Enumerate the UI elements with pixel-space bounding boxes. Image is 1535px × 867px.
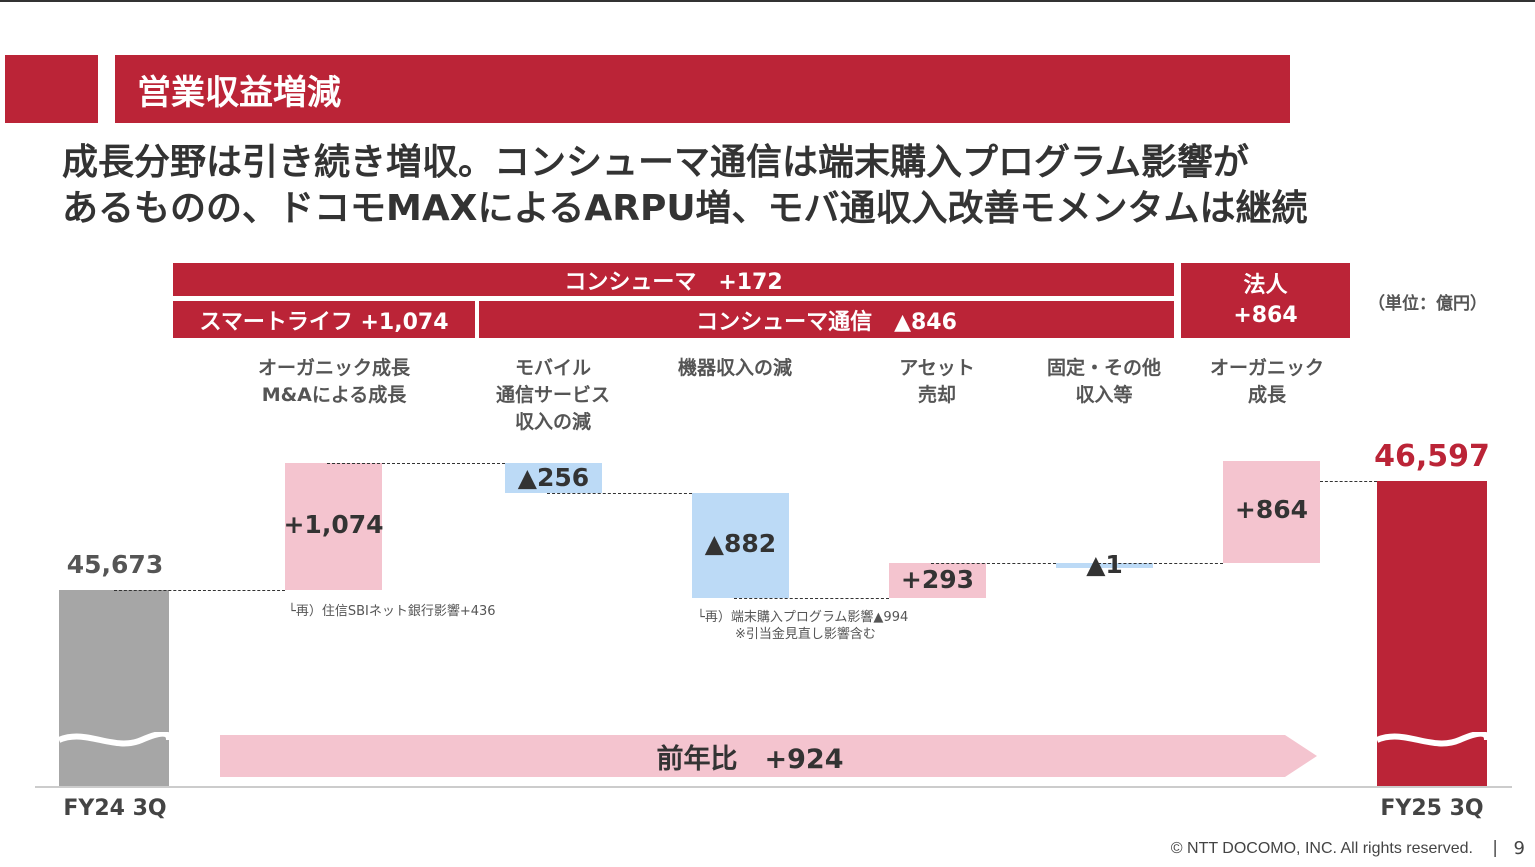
yoy-arrow [220, 735, 1317, 777]
top-border [0, 0, 1535, 2]
group-consumer: コンシューマ +172 [173, 263, 1174, 296]
page-number: 9 [1513, 838, 1525, 859]
bar-step [1223, 461, 1320, 564]
note-provision: ※引当金見直し影響含む [735, 627, 876, 642]
value-label-step: ▲256 [517, 463, 590, 493]
connector-line [1320, 480, 1377, 482]
bar-start [59, 590, 169, 787]
connector-line [931, 562, 1056, 564]
category-label-line: 売却 [917, 384, 956, 406]
category-label: オーガニック 成長 [1177, 355, 1357, 409]
value-label-step: ▲1 [1086, 550, 1123, 580]
bar-step [1056, 562, 1153, 568]
category-label-line: 収入等 [1075, 384, 1133, 406]
bar-step [285, 463, 382, 590]
group-telecom: コンシューマ通信 ▲846 [479, 301, 1174, 338]
footer-separator: | [1492, 838, 1498, 858]
category-label: モバイル通信サービス 収入の減 [463, 355, 643, 436]
group-corporate-value: +864 [1233, 302, 1298, 328]
axis-label-start: FY24 3Q [63, 796, 167, 821]
axis-break-icon [1377, 732, 1487, 747]
category-label-line: 機器収入の減 [677, 357, 792, 379]
baseline [35, 786, 1512, 788]
category-label-line: アセット [899, 357, 975, 379]
section-title: 営業収益増減 [115, 55, 1290, 123]
headline-line: あるものの、ドコモMAXによるARPU増、モバ通収入改善モメンタムは継続 [62, 188, 1308, 229]
category-label-line: M&Aによる成長 [261, 384, 407, 406]
value-label-step: +864 [1234, 495, 1309, 525]
category-label-line: 通信サービス [495, 384, 610, 406]
title-accent [5, 55, 98, 123]
note-sbi: └再）住信SBIネット銀行影響+436 [288, 604, 496, 619]
value-label-step: ▲882 [704, 528, 777, 558]
group-corporate-label: 法人 [1243, 272, 1288, 298]
category-label: 機器収入の減 [645, 355, 825, 382]
category-label: アセット 売却 [847, 355, 1027, 409]
value-label-step: +1,074 [283, 509, 384, 539]
group-smartlife: スマートライフ +1,074 [173, 301, 475, 338]
category-label-line: モバイル [514, 357, 591, 379]
value-label-start: 45,673 [66, 550, 164, 579]
bar-step [889, 562, 986, 598]
category-label-line: 固定・その他 [1046, 357, 1161, 379]
copyright: © NTT DOCOMO, INC. All rights reserved. [1170, 840, 1473, 857]
value-label-end: 46,597 [1374, 438, 1490, 474]
axis-break-icon [59, 732, 169, 747]
note-program: └再）端末購入プログラム影響▲994 [697, 610, 909, 625]
yoy-label: 前年比 +924 [656, 743, 844, 775]
category-label: オーガニック成長 M&Aによる成長 [244, 355, 424, 409]
connector-line [327, 463, 505, 465]
bar-step [692, 493, 789, 598]
unit-label: （単位：億円） [1368, 294, 1487, 314]
connector-line [547, 493, 692, 495]
connector-line [114, 590, 285, 591]
connector-line [734, 597, 889, 599]
connector-line [1098, 563, 1223, 565]
category-label-line: 収入の減 [514, 411, 591, 433]
headline-line: 成長分野は引き続き増収。コンシューマ通信は端末購入プログラム影響が [62, 142, 1249, 183]
headline: 成長分野は引き続き増収。コンシューマ通信は端末購入プログラム影響が あるものの、… [62, 140, 1308, 232]
category-label: 固定・その他 収入等 [1014, 355, 1194, 409]
category-label-line: オーガニック成長 [257, 357, 410, 379]
group-corporate: 法人 +864 [1181, 263, 1350, 338]
category-label-line: 成長 [1247, 384, 1286, 406]
axis-label-end: FY25 3Q [1380, 796, 1484, 821]
value-label-step: +293 [900, 565, 975, 595]
category-label-line: オーガニック [1209, 357, 1324, 379]
bar-step [505, 463, 602, 494]
